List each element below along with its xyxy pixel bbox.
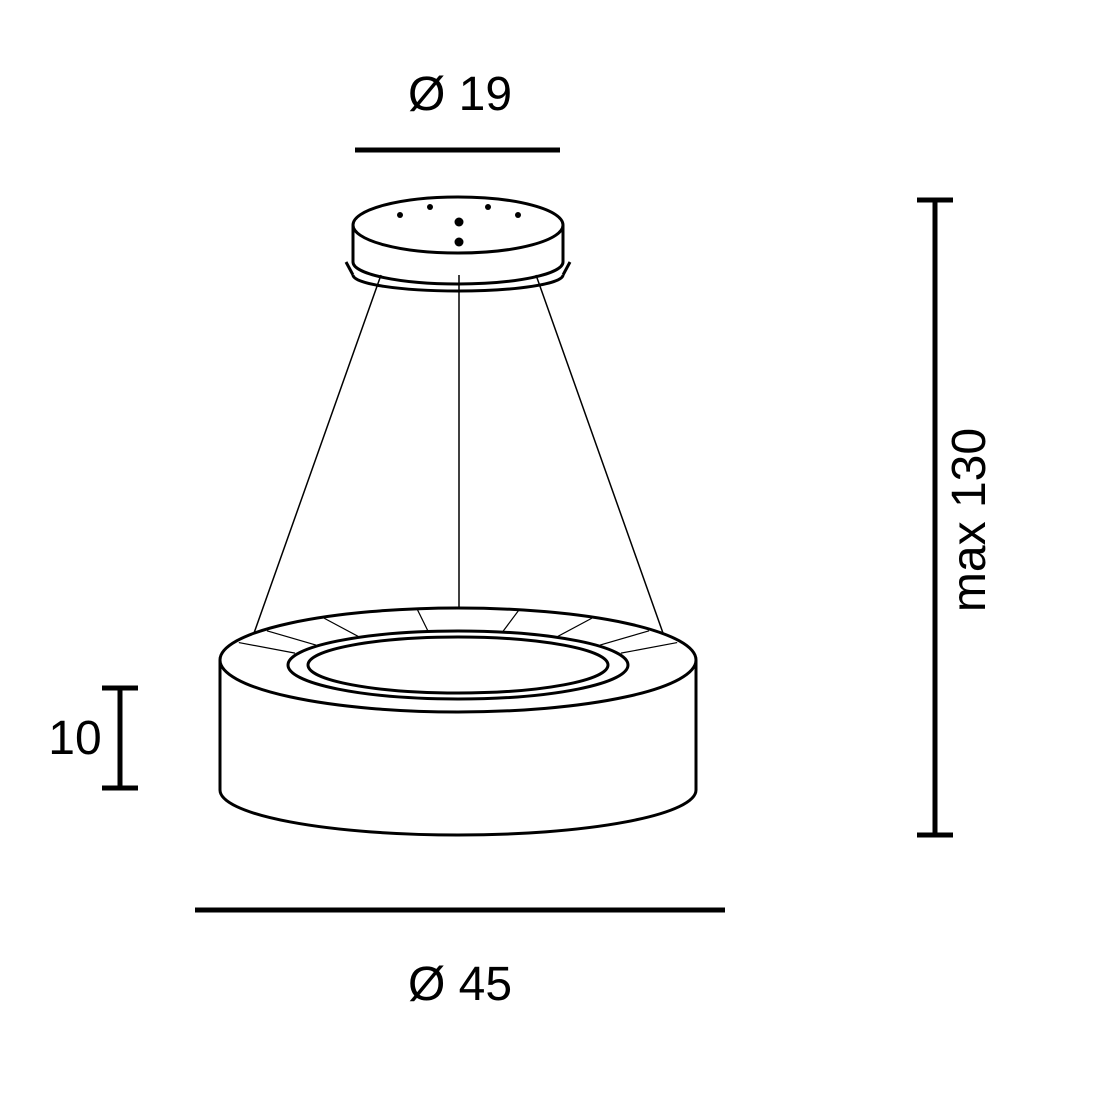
suspension-cables <box>248 275 669 650</box>
lamp-ring <box>220 608 696 835</box>
total-height-label: max 130 <box>943 428 996 612</box>
pendant-lamp-diagram: Ø 19 max 130 10 Ø 45 <box>0 0 1100 1100</box>
top-diameter-label: Ø 19 <box>408 68 512 121</box>
ring-height-dim <box>102 688 138 788</box>
bottom-diameter-label: Ø 45 <box>408 958 512 1011</box>
ring-height-label: 10 <box>48 712 101 765</box>
